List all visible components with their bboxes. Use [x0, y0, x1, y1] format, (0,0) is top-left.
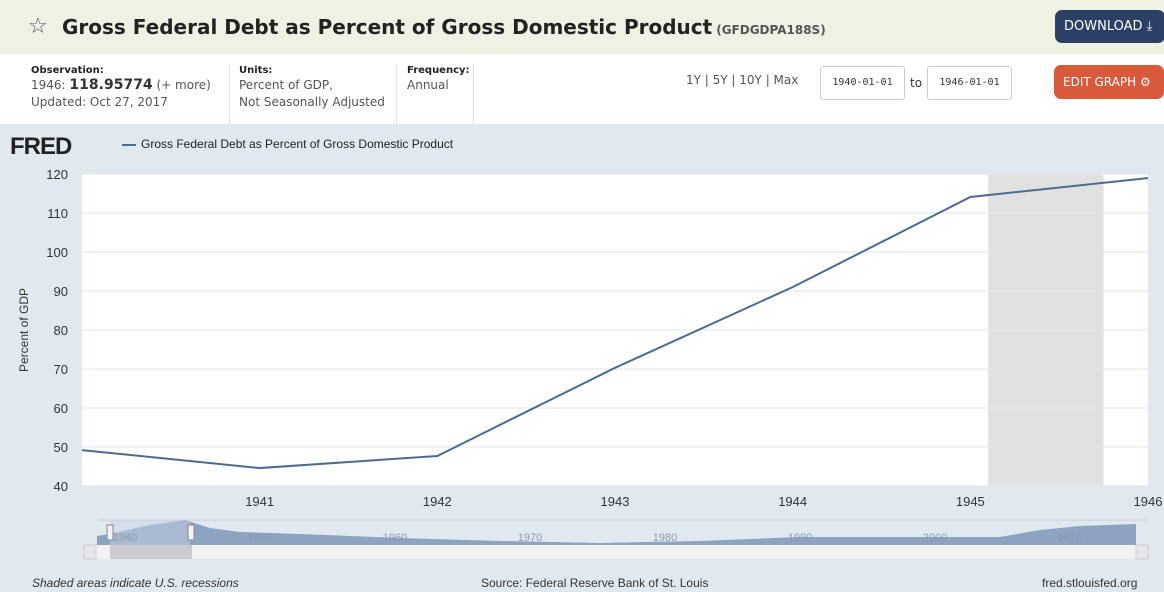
- x-tick-label: 1943: [601, 494, 630, 509]
- download-button[interactable]: DOWNLOAD ⤓: [1055, 10, 1164, 43]
- y-tick-label: 70: [54, 362, 68, 377]
- y-tick-label: 60: [54, 401, 68, 416]
- observation-block: Observation: 1946: 118.95774 (+ more) Up…: [31, 64, 211, 111]
- units-block: Units: Percent of GDP, Not Seasonally Adj…: [239, 64, 385, 111]
- obs-year: 1946:: [31, 78, 66, 92]
- start-date-input[interactable]: 1940-01-01: [820, 66, 905, 100]
- x-tick-label: 1945: [956, 494, 985, 509]
- y-tick-label: 90: [54, 284, 68, 299]
- star-icon[interactable]: ☆: [28, 14, 48, 39]
- legend-item: Gross Federal Debt as Percent of Gross D…: [122, 137, 453, 151]
- units-line1: Percent of GDP,: [239, 78, 333, 92]
- navigator-label: 2000: [923, 532, 947, 544]
- navigator-handle-right[interactable]: [187, 524, 195, 541]
- navigator-label: 1970: [518, 532, 542, 544]
- frequency-block: Frequency: Annual: [407, 64, 470, 94]
- x-tick-label: 1941: [245, 494, 274, 509]
- updated-date: Updated: Oct 27, 2017: [31, 95, 168, 109]
- units-label: Units:: [239, 65, 273, 76]
- y-tick-label: 80: [54, 323, 68, 338]
- navigator-series-area: [97, 520, 1136, 545]
- navigator-label: 1980: [653, 532, 677, 544]
- x-tick-label: 1946: [1134, 494, 1163, 509]
- source-text: Source: Federal Reserve Bank of St. Loui…: [481, 576, 709, 590]
- navigator-label: 2010: [1058, 532, 1082, 544]
- y-tick-label: 100: [46, 245, 68, 260]
- y-axis-label: Percent of GDP: [17, 288, 31, 372]
- recession-note: Shaded areas indicate U.S. recessions: [32, 576, 239, 590]
- navigator-label: 1990: [788, 532, 812, 544]
- x-tick-label: 1942: [423, 494, 452, 509]
- y-tick-label: 110: [47, 206, 68, 221]
- y-tick-label: 40: [54, 479, 68, 494]
- divider: [229, 64, 230, 124]
- fred-logo: FRED: [10, 133, 72, 160]
- scrollbar-thumb[interactable]: [110, 545, 192, 559]
- navigator-label: 1950: [248, 532, 272, 544]
- navigator-handle-left[interactable]: [106, 524, 114, 541]
- edit-graph-button[interactable]: EDIT GRAPH ⚙: [1054, 65, 1164, 99]
- range-links[interactable]: 1Y | 5Y | 10Y | Max: [686, 73, 799, 87]
- scrollbar-track[interactable]: [84, 545, 1148, 559]
- end-date-input[interactable]: 1946-01-01: [927, 66, 1012, 100]
- x-tick-label: 1944: [778, 494, 807, 509]
- units-line2: Not Seasonally Adjusted: [239, 95, 385, 109]
- more-link[interactable]: (+ more): [156, 78, 211, 92]
- title-text: Gross Federal Debt as Percent of Gross D…: [62, 15, 713, 39]
- scroll-left-button[interactable]: [83, 544, 97, 560]
- observation-label: Observation:: [31, 65, 104, 76]
- page-title: Gross Federal Debt as Percent of Gross D…: [62, 15, 826, 39]
- frequency-value: Annual: [407, 78, 449, 92]
- obs-value: 118.95774: [69, 77, 153, 93]
- navigator-label: 1940: [113, 532, 137, 544]
- frequency-label: Frequency:: [407, 65, 470, 76]
- y-tick-label: 50: [54, 440, 68, 455]
- to-label: to: [910, 76, 923, 90]
- divider: [473, 64, 474, 124]
- series-line: [81, 177, 1149, 470]
- scroll-right-button[interactable]: [1135, 544, 1149, 560]
- navigator-label: 1960: [383, 532, 407, 544]
- series-id: (GFDGDPA188S): [716, 23, 826, 37]
- divider: [396, 64, 397, 124]
- navigator-window: [110, 520, 190, 545]
- header-bar: [0, 0, 1164, 54]
- y-tick-label: 120: [46, 167, 68, 182]
- site-link[interactable]: fred.stlouisfed.org: [1042, 576, 1138, 590]
